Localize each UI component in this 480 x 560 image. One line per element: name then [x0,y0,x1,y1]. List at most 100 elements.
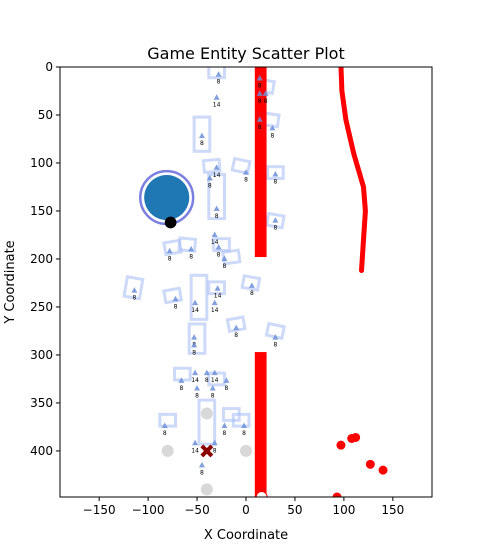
entity-marker-label: 14 [191,377,199,384]
entity-marker-label: 8 [273,225,277,232]
entity-marker-label: 8 [217,79,221,86]
entity-box [162,286,184,305]
cross-marker [200,444,214,458]
entity-marker [214,285,221,291]
entity-marker-label: 8 [264,98,268,105]
entity-marker [213,94,220,100]
entity-box [266,165,285,180]
entity-marker [211,231,218,237]
y-tick-label: 50 [38,108,53,122]
entity-box [230,156,252,176]
entity-marker [269,124,276,131]
entity-marker-label: 8 [192,349,196,356]
entity-marker [188,245,195,252]
entity-marker-label: 8 [132,295,136,302]
y-tick-label: 0 [45,60,53,74]
entity-box [212,237,231,252]
white-dot [255,491,268,497]
entity-marker-label: 8 [271,132,275,139]
gray-dot [240,444,252,457]
red-dot [336,440,346,450]
entity-box [240,274,262,292]
entity-box [189,273,209,321]
entity-box [207,67,226,80]
entity-marker-label: 8 [174,303,178,310]
entity-marker [209,385,216,391]
entity-marker-label: 8 [189,253,193,260]
entity-marker-label: 8 [211,393,215,400]
y-tick-label: 350 [30,396,53,410]
entity-box [264,211,286,230]
chart-title: Game Entity Scatter Plot [147,44,344,63]
entity-marker [211,369,218,376]
gray-dot [161,444,174,457]
y-tick-label: 400 [30,444,53,458]
entity-marker-label: 8 [258,98,262,105]
x-tick-label: 150 [381,503,404,517]
entity-marker-label: 14 [191,447,199,454]
red-dot [351,432,361,442]
entity-marker-label: 14 [213,172,221,179]
entity-box [207,173,226,221]
entity-marker-label: 8 [223,263,227,270]
x-tick-label: 50 [287,503,302,517]
entity-box [207,280,226,296]
entity-marker [198,461,205,468]
entity-marker [213,164,220,170]
entity-marker-label: 14 [214,293,222,300]
entity-marker-label: 8 [234,332,238,339]
entity-box [187,322,207,355]
entity-marker-label: 8 [273,179,277,186]
red-dot [332,492,342,497]
entity-marker [241,422,248,428]
y-tick-label: 300 [30,348,53,362]
entity-marker [191,334,198,340]
entity-box [192,115,212,153]
entity-box [197,398,217,446]
y-tick-label: 200 [30,252,53,266]
entity-marker-label: 8 [258,83,262,90]
entity-marker [215,71,222,77]
entity-marker [178,377,185,383]
entity-marker-label: 8 [244,177,248,184]
entity-box [158,412,178,428]
entity-marker-label: 14 [191,307,199,314]
entity-marker-label: 8 [179,385,183,392]
axes-frame [59,66,433,498]
wall-bar [254,352,267,497]
entity-marker [172,295,179,302]
entity-marker-label: 8 [225,385,229,392]
entity-marker [211,299,218,306]
x-tick-label: −100 [132,503,165,517]
entity-marker-label: 8 [208,182,212,189]
entity-marker-label: 8 [200,140,204,147]
entity-marker [233,324,240,331]
entity-marker-label: 8 [163,430,167,437]
entity-marker [211,439,218,446]
entity-marker-label: 14 [211,239,219,246]
entity-marker [192,299,199,306]
y-axis-label: Y Coordinate [3,240,18,324]
entity-box [173,366,192,382]
entity-marker-label: 14 [213,102,221,109]
entity-marker-label: 8 [242,430,246,437]
entity-marker [198,132,205,139]
entity-marker [206,174,213,181]
entity-marker [215,243,222,250]
entity-marker [203,369,210,376]
entity-marker [192,369,199,376]
entity-marker-label: 8 [205,377,209,384]
entity-marker [161,422,168,428]
entity-marker [272,334,279,340]
entity-marker-label: 8 [273,342,277,349]
entity-box [231,412,251,428]
x-axis-label: X Coordinate [204,528,288,543]
entity-marker-label: 14 [211,377,219,384]
entity-marker-label: 8 [168,255,172,262]
y-tick-label: 150 [30,204,53,218]
entity-marker [272,171,279,177]
red-dot [365,459,375,469]
player-body [144,175,190,221]
entity-marker [243,169,249,175]
y-tick-label: 100 [30,156,53,170]
